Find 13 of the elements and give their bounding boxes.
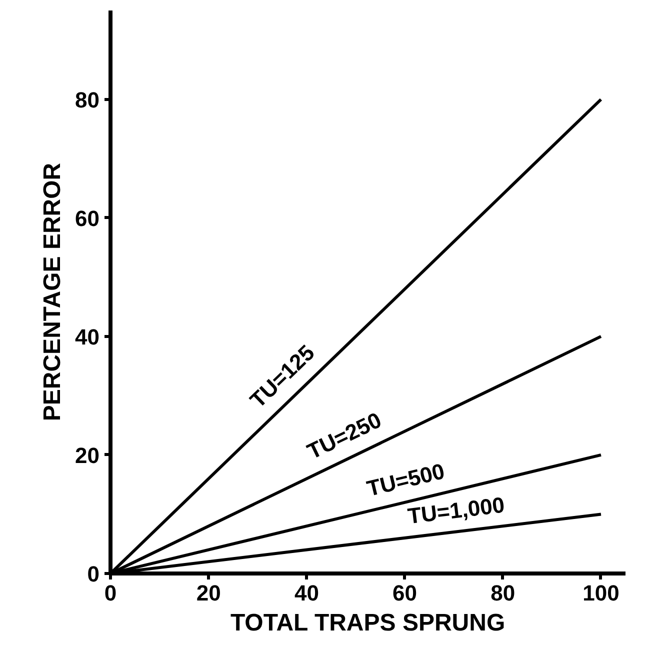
y-tick-label: 60 — [75, 206, 100, 231]
y-tick-label: 40 — [75, 324, 100, 350]
y-tick-label: 20 — [75, 442, 100, 468]
x-tick-label: 0 — [104, 580, 117, 606]
x-tick-label: 80 — [490, 580, 516, 606]
x-tick-label: 60 — [392, 580, 418, 606]
x-tick-label: 40 — [294, 580, 319, 606]
x-tick-label: 100 — [582, 580, 620, 606]
y-tick-label: 0 — [87, 562, 100, 586]
x-axis-title: TOTAL TRAPS SPRUNG — [230, 610, 506, 636]
y-tick-label: 80 — [75, 87, 100, 112]
y-axis-title: PERCENTAGE ERROR — [39, 162, 66, 422]
x-tick-label: 20 — [196, 580, 221, 606]
